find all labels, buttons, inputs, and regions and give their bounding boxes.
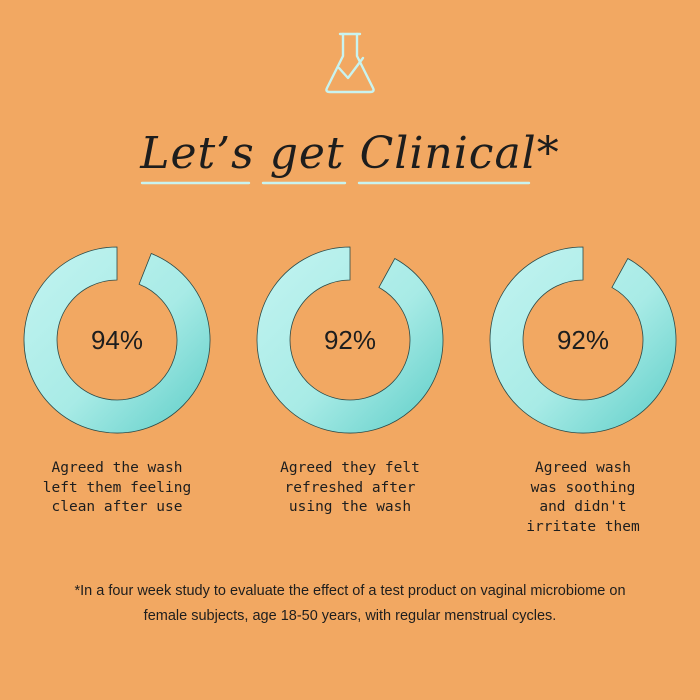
percent-label: 92% — [557, 325, 609, 355]
percent-label: 92% — [324, 325, 376, 355]
stat-description: Agreed wash was soothing and didn't irri… — [526, 460, 640, 535]
donut-chart: 92% — [489, 246, 677, 434]
stat-card-soothing: 92% Agreed wash was soothing and didn't … — [473, 245, 693, 537]
stat-card-refreshed: 92% Agreed they felt refreshed after usi… — [240, 245, 460, 518]
donut-ring — [489, 246, 677, 434]
stat-description: Agreed the wash left them feeling clean … — [42, 460, 192, 515]
donut-chart: 92% — [256, 246, 444, 434]
donut-ring — [23, 246, 211, 434]
donut-chart: 94% — [23, 246, 211, 434]
stat-description: Agreed they felt refreshed after using t… — [280, 460, 420, 515]
page-title: Let’s get Clinical* — [140, 128, 560, 179]
percent-label: 94% — [91, 325, 143, 355]
donut-ring — [256, 246, 444, 434]
flask-check-icon — [325, 32, 375, 94]
stat-card-clean: 94% Agreed the wash left them feeling cl… — [7, 245, 227, 518]
title-underline — [140, 181, 531, 185]
footnote: *In a four week study to evaluate the ef… — [74, 583, 626, 624]
